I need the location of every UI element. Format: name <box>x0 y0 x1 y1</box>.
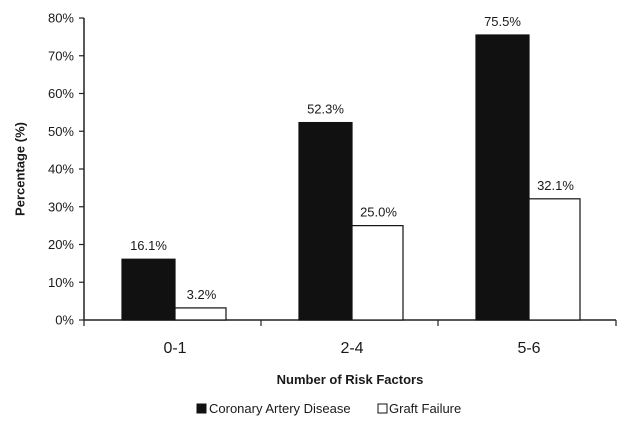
bar-graft-failure <box>174 307 227 321</box>
y-axis-title: Percentage (%) <box>12 122 27 216</box>
x-tick-label: 5-6 <box>517 340 540 357</box>
bar-data-label: 16.1% <box>130 238 167 253</box>
bar-data-label: 75.5% <box>484 14 521 29</box>
bar-coronary-artery-disease <box>121 258 176 321</box>
y-ticks: 0% 10% 20% 30% 40% 50% 60% 70% 80% <box>48 11 84 328</box>
legend-label-cad: Coronary Artery Disease <box>209 401 351 416</box>
x-axis-title: Number of Risk Factors <box>277 372 424 387</box>
y-tick-label: 50% <box>48 124 74 139</box>
bar-data-label: 32.1% <box>537 178 574 193</box>
bar-coronary-artery-disease <box>475 34 530 321</box>
y-tick-label: 40% <box>48 162 74 177</box>
bar-graft-failure <box>351 225 404 321</box>
bar-data-label: 3.2% <box>187 287 217 302</box>
bar-coronary-artery-disease <box>298 121 353 321</box>
y-tick-label: 30% <box>48 199 74 214</box>
x-tick-label: 2-4 <box>340 340 363 357</box>
legend-swatch-gf <box>377 403 388 414</box>
y-tick-label: 10% <box>48 275 74 290</box>
legend-label-gf: Graft Failure <box>389 401 461 416</box>
bars: 16.1% 3.2% 52.3% 25.0% 75.5% 32.1% <box>121 14 581 321</box>
x-tick-label: 0-1 <box>163 340 186 357</box>
x-ticks: 0-1 2-4 5-6 <box>83 320 617 357</box>
legend: Coronary Artery Disease Graft Failure <box>196 401 461 416</box>
y-tick-label: 70% <box>48 48 74 63</box>
legend-swatch-cad <box>196 403 207 414</box>
bar-graft-failure <box>528 198 581 321</box>
y-tick-label: 20% <box>48 237 74 252</box>
bar-data-label: 25.0% <box>360 205 397 220</box>
y-tick-label: 0% <box>55 313 74 328</box>
bar-data-label: 52.3% <box>307 102 344 117</box>
y-tick-label: 80% <box>48 11 74 26</box>
y-tick-label: 60% <box>48 86 74 101</box>
